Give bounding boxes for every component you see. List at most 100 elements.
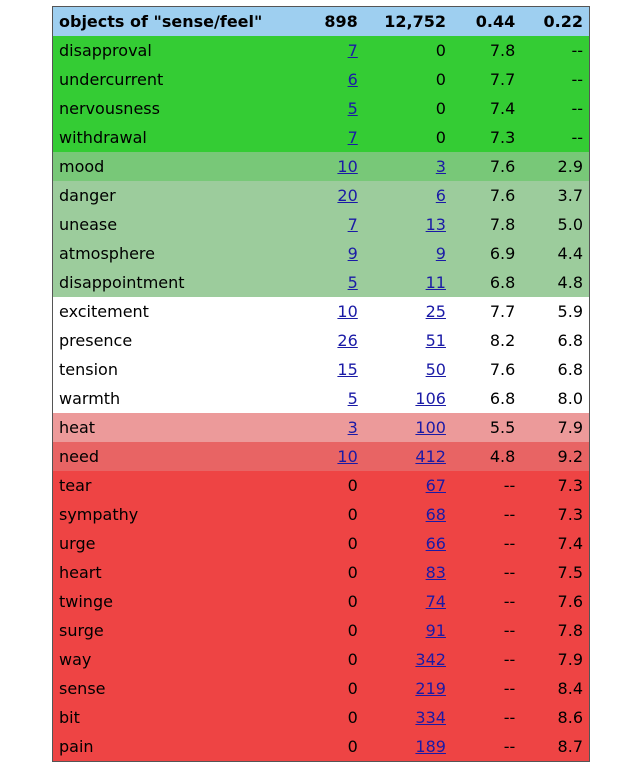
row-count-a-link[interactable]: 10 <box>337 302 358 321</box>
row-score-b: 7.3 <box>557 476 583 495</box>
table-row: heat 3 100 5.5 7.9 <box>52 413 590 442</box>
row-word: sympathy <box>59 505 139 524</box>
header-row: objects of "sense/feel" 898 12,752 0.44 … <box>52 6 590 36</box>
row-score-a: 7.6 <box>489 157 516 176</box>
row-count-b-link[interactable]: 74 <box>425 592 446 611</box>
row-score-a: 7.6 <box>489 360 516 379</box>
table-row: danger 20 6 7.6 3.7 <box>52 181 590 210</box>
row-count-a-link[interactable]: 5 <box>347 99 358 118</box>
row-count-a: 5 <box>289 94 363 123</box>
row-count-b-link[interactable]: 13 <box>425 215 446 234</box>
row-count-a-link[interactable]: 10 <box>337 157 358 176</box>
row-count-b-link[interactable]: 412 <box>415 447 446 466</box>
row-count-b-link[interactable]: 342 <box>415 650 446 669</box>
row-word: withdrawal <box>59 128 147 147</box>
row-score-a: -- <box>503 621 516 640</box>
row-score-b: 7.5 <box>557 563 583 582</box>
row-count-b: 412 <box>364 442 452 471</box>
row-count-b: 100 <box>364 413 452 442</box>
row-count-b-link[interactable]: 3 <box>435 157 446 176</box>
row-count-a: 0 <box>347 505 358 524</box>
table-row: unease 7 13 7.8 5.0 <box>52 210 590 239</box>
row-count-b-link[interactable]: 25 <box>425 302 446 321</box>
row-score-a: 7.8 <box>489 41 516 60</box>
row-count-a: 7 <box>289 210 363 239</box>
row-count-a-link[interactable]: 3 <box>347 418 358 437</box>
row-score-a: -- <box>503 563 516 582</box>
row-count-b-link[interactable]: 106 <box>415 389 446 408</box>
row-score-a: 7.8 <box>489 215 516 234</box>
row-count-a: 0 <box>347 476 358 495</box>
table-row: tension 15 50 7.6 6.8 <box>52 355 590 384</box>
row-count-b-link[interactable]: 219 <box>415 679 446 698</box>
row-score-a: 6.9 <box>489 244 516 263</box>
row-count-a-link[interactable]: 5 <box>347 273 358 292</box>
row-count-a: 0 <box>347 563 358 582</box>
row-count-a-link[interactable]: 7 <box>347 41 358 60</box>
row-score-b: 9.2 <box>557 447 583 466</box>
row-score-b: 7.9 <box>557 418 583 437</box>
row-count-b-link[interactable]: 66 <box>425 534 446 553</box>
row-count-a: 3 <box>289 413 363 442</box>
row-count-b: 25 <box>364 297 452 326</box>
row-count-b: 11 <box>364 268 452 297</box>
row-score-a: -- <box>503 708 516 727</box>
row-count-a-link[interactable]: 5 <box>347 389 358 408</box>
row-count-b-link[interactable]: 334 <box>415 708 446 727</box>
row-word: excitement <box>59 302 149 321</box>
row-word: bit <box>59 708 80 727</box>
row-count-b: 0 <box>435 128 446 147</box>
row-word: tension <box>59 360 118 379</box>
table-row: heart 0 83 -- 7.5 <box>52 558 590 587</box>
row-score-a: 8.2 <box>489 331 516 350</box>
row-count-a: 10 <box>289 442 363 471</box>
row-count-b: 342 <box>364 645 452 674</box>
row-count-b-link[interactable]: 9 <box>435 244 446 263</box>
row-count-a-link[interactable]: 7 <box>347 128 358 147</box>
row-word: twinge <box>59 592 113 611</box>
row-count-a-link[interactable]: 9 <box>347 244 358 263</box>
header-total-b: 12,752 <box>363 6 452 36</box>
table-row: sympathy 0 68 -- 7.3 <box>52 500 590 529</box>
row-score-b: 7.6 <box>557 592 583 611</box>
row-count-b-link[interactable]: 50 <box>425 360 446 379</box>
row-count-a: 0 <box>347 534 358 553</box>
row-count-b-link[interactable]: 68 <box>425 505 446 524</box>
row-count-a: 0 <box>347 621 358 640</box>
row-count-a: 5 <box>289 268 363 297</box>
row-count-a: 0 <box>347 679 358 698</box>
row-word: disappointment <box>59 273 185 292</box>
table-row: disappointment 5 11 6.8 4.8 <box>52 268 590 297</box>
row-score-b: 5.9 <box>557 302 583 321</box>
row-word: danger <box>59 186 116 205</box>
row-count-b-link[interactable]: 6 <box>435 186 446 205</box>
row-score-b: 7.8 <box>557 621 583 640</box>
row-count-a-link[interactable]: 15 <box>337 360 358 379</box>
row-count-a-link[interactable]: 7 <box>347 215 358 234</box>
row-count-b-link[interactable]: 100 <box>415 418 446 437</box>
row-count-b: 67 <box>364 471 452 500</box>
row-score-a: -- <box>503 476 516 495</box>
table-row: atmosphere 9 9 6.9 4.4 <box>52 239 590 268</box>
row-count-a: 9 <box>289 239 363 268</box>
row-count-b-link[interactable]: 11 <box>425 273 446 292</box>
table-row: tear 0 67 -- 7.3 <box>52 471 590 500</box>
row-count-b-link[interactable]: 51 <box>425 331 446 350</box>
row-count-b-link[interactable]: 83 <box>425 563 446 582</box>
row-score-b: 8.0 <box>557 389 583 408</box>
row-count-b: 9 <box>364 239 452 268</box>
table-row: nervousness 5 0 7.4 -- <box>52 94 590 123</box>
row-count-b-link[interactable]: 189 <box>415 737 446 756</box>
row-count-b-link[interactable]: 67 <box>425 476 446 495</box>
row-word: surge <box>59 621 104 640</box>
row-count-a-link[interactable]: 10 <box>337 447 358 466</box>
row-word: unease <box>59 215 118 234</box>
row-count-a-link[interactable]: 20 <box>337 186 358 205</box>
row-count-a-link[interactable]: 6 <box>347 70 358 89</box>
row-count-b: 334 <box>364 703 452 732</box>
row-count-b: 189 <box>364 732 452 762</box>
row-word: nervousness <box>59 99 160 118</box>
table-row: way 0 342 -- 7.9 <box>52 645 590 674</box>
row-count-a-link[interactable]: 26 <box>337 331 358 350</box>
row-count-b-link[interactable]: 91 <box>425 621 446 640</box>
